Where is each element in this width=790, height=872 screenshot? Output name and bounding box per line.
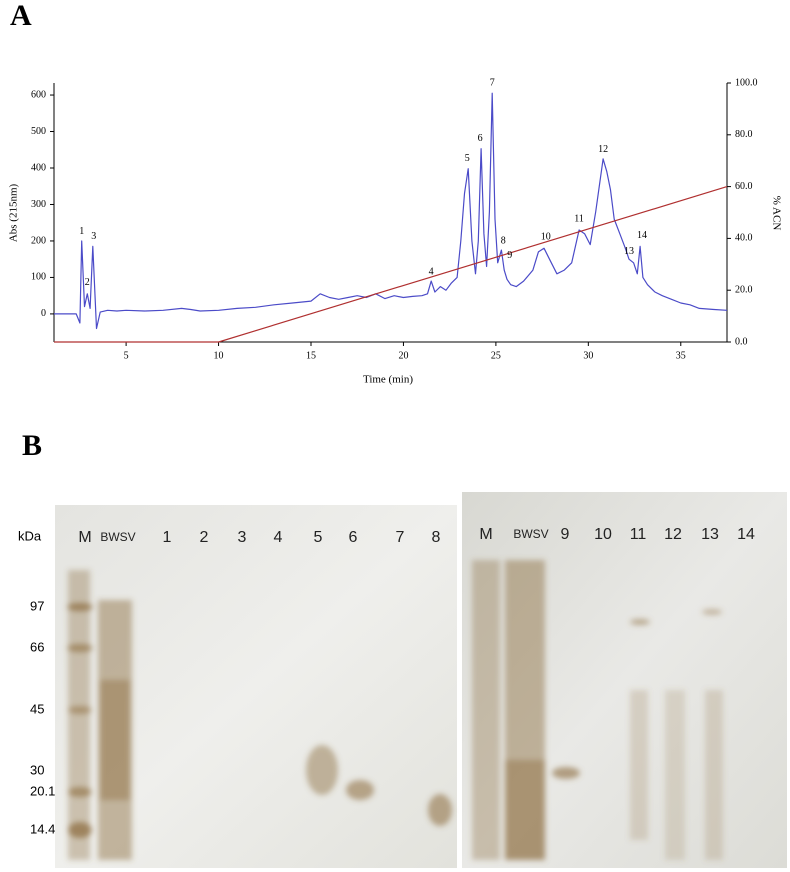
lane-label: 9 [561, 526, 570, 543]
lane-label: 8 [432, 529, 441, 546]
lane-label: BWSV [513, 527, 548, 541]
x-tick-label: 25 [491, 350, 501, 361]
peak-label: 14 [637, 230, 647, 241]
x-tick-label: 20 [398, 350, 408, 361]
y2-tick-label: 60.0 [735, 181, 753, 192]
lane-label: 12 [664, 526, 682, 543]
lane-label: 7 [396, 529, 405, 546]
unit-label: kDa [18, 528, 42, 543]
panel-label: B [22, 429, 42, 462]
peak-label: 7 [490, 78, 495, 89]
marker-label: 97 [30, 598, 44, 613]
y2-tick-label: 20.0 [735, 284, 753, 295]
peak-label: 12 [598, 144, 608, 155]
y-tick-label: 200 [31, 235, 46, 246]
marker-label: 14.4 [30, 821, 55, 836]
peak-label: 11 [574, 213, 584, 224]
panel-label: A [10, 0, 32, 32]
y2-tick-label: 100.0 [735, 77, 758, 88]
lane-label: M [78, 529, 91, 546]
lane-label: M [479, 526, 492, 543]
y2-tick-label: 80.0 [735, 129, 753, 140]
marker-label: 45 [30, 701, 44, 716]
lane-label: 1 [163, 529, 172, 546]
lane-label: 10 [594, 526, 612, 543]
x-tick-label: 5 [124, 350, 129, 361]
peak-label: 9 [507, 250, 512, 261]
gel-right [462, 492, 787, 868]
peak-label: 6 [478, 133, 483, 144]
y-tick-label: 300 [31, 199, 46, 210]
x-tick-label: 10 [214, 350, 224, 361]
x-tick-label: 30 [583, 350, 593, 361]
x-tick-label: 35 [676, 350, 686, 361]
y2-tick-label: 0.0 [735, 336, 748, 347]
peak-label: 2 [85, 277, 90, 288]
y2-tick-label: 40.0 [735, 233, 753, 244]
peak-label: 3 [91, 231, 96, 242]
marker-label: 20.1 [30, 783, 55, 798]
y2-axis-label: % ACN [770, 196, 782, 231]
peak-label: 10 [541, 232, 551, 243]
lane-label: 4 [274, 529, 283, 546]
peak-label: 13 [624, 246, 634, 257]
lane-label: 3 [238, 529, 247, 546]
lane-label: 2 [200, 529, 209, 546]
gel-left [55, 505, 457, 868]
y-tick-label: 600 [31, 89, 46, 100]
lane-label: BWSV [100, 530, 135, 544]
lane-label: 5 [314, 529, 323, 546]
marker-label: 30 [30, 762, 44, 777]
lane-label: 14 [737, 526, 755, 543]
lane-label: 6 [349, 529, 358, 546]
lane-label: 11 [630, 526, 647, 543]
marker-label: 66 [30, 639, 44, 654]
series-line [54, 186, 728, 343]
peak-label: 4 [429, 266, 434, 277]
y-tick-label: 400 [31, 162, 46, 173]
lane-label: 13 [701, 526, 719, 543]
peak-label: 1 [79, 226, 84, 237]
peak-label: 5 [465, 153, 470, 164]
y-tick-label: 100 [31, 272, 46, 283]
x-tick-label: 15 [306, 350, 316, 361]
y-tick-label: 0 [41, 308, 46, 319]
x-axis-label: Time (min) [363, 374, 413, 386]
y-tick-label: 500 [31, 126, 46, 137]
y-axis-label: Abs (215nm) [8, 183, 20, 242]
series-line [54, 92, 728, 330]
peak-label: 8 [501, 235, 506, 246]
